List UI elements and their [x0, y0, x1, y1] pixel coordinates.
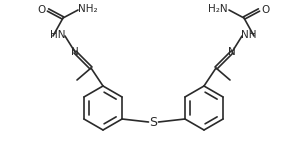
Text: HN: HN: [50, 30, 66, 40]
Text: N: N: [228, 47, 236, 57]
Text: S: S: [150, 115, 157, 128]
Text: O: O: [261, 5, 269, 15]
Text: O: O: [38, 5, 46, 15]
Text: N: N: [71, 47, 79, 57]
Text: H₂N: H₂N: [208, 4, 228, 14]
Text: NH: NH: [241, 30, 257, 40]
Text: NH₂: NH₂: [78, 4, 98, 14]
